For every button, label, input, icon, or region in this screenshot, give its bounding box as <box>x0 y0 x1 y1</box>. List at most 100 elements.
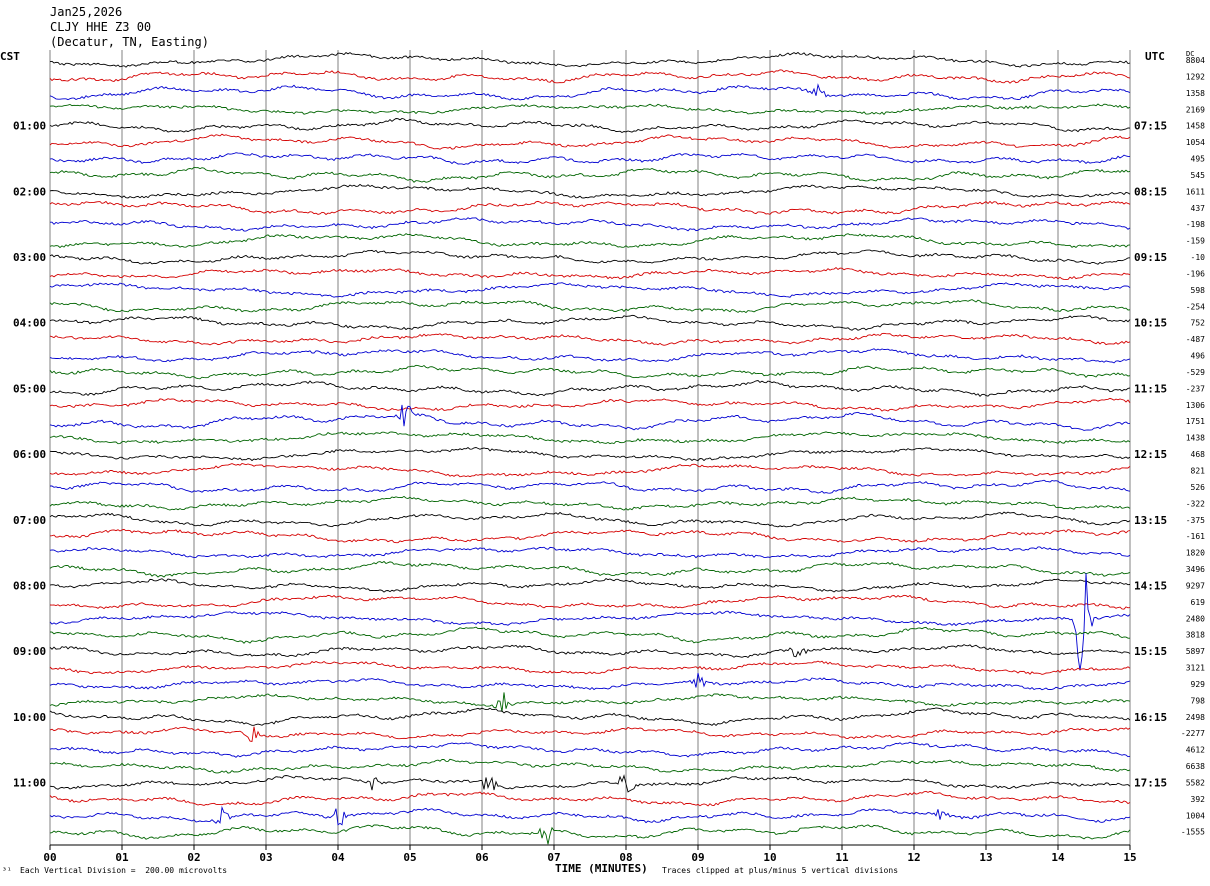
left-axis-title: CST <box>0 50 20 63</box>
seismic-traces <box>49 51 1131 845</box>
dc-offset-row-42: 4612 <box>1186 746 1205 755</box>
cst-label-04:00: 04:00 <box>13 317 46 330</box>
dc-offset-row-37: 3121 <box>1186 664 1205 673</box>
utc-label-17:15: 17:15 <box>1134 776 1167 789</box>
utc-label-08:15: 08:15 <box>1134 185 1167 198</box>
dc-offset-row-22: 1751 <box>1186 417 1205 426</box>
trace-row-11 <box>49 233 1131 249</box>
dc-offset-labels: 8804 1292 1358 2169 1458 1054 495 545 1611 437 -19… <box>1181 56 1205 837</box>
utc-label-13:15: 13:15 <box>1134 514 1167 527</box>
dc-offset-row-30: 1820 <box>1186 549 1205 558</box>
trace-row-17 <box>49 332 1131 346</box>
station-location: (Decatur, TN, Easting) <box>50 35 209 49</box>
x-tick-label-03: 03 <box>259 851 272 864</box>
dc-title: DC <box>1186 50 1195 58</box>
trace-row-21 <box>49 397 1131 412</box>
dc-offset-row-7: 545 <box>1191 171 1206 180</box>
trace-row-26 <box>50 479 1131 494</box>
trace-row-10 <box>50 217 1131 232</box>
x-tick-label-14: 14 <box>1051 851 1065 864</box>
dc-offset-row-2: 1358 <box>1186 89 1205 98</box>
trace-row-46 <box>49 805 1131 826</box>
dc-offset-row-43: 6638 <box>1186 762 1205 771</box>
dc-offset-row-27: -322 <box>1186 499 1205 508</box>
dc-offset-row-6: 495 <box>1191 155 1206 164</box>
dc-offset-row-44: 5582 <box>1186 778 1205 787</box>
x-tick-label-08: 08 <box>619 851 632 864</box>
cst-label-01:00: 01:00 <box>13 120 46 133</box>
utc-label-10:15: 10:15 <box>1134 317 1167 330</box>
trace-row-37 <box>49 660 1131 675</box>
dc-offset-row-46: 1004 <box>1186 811 1205 820</box>
dc-offset-row-16: 752 <box>1191 319 1206 328</box>
utc-label-16:15: 16:15 <box>1134 711 1167 724</box>
trace-row-47 <box>49 824 1131 845</box>
footer-marker: ³¹ <box>2 866 12 875</box>
dc-offset-row-28: -375 <box>1186 516 1205 525</box>
trace-row-45 <box>49 790 1131 807</box>
trace-row-35 <box>49 626 1130 644</box>
dc-offset-row-11: -159 <box>1186 237 1205 246</box>
dc-offset-row-20: -237 <box>1186 384 1205 393</box>
dc-offset-row-4: 1458 <box>1186 122 1205 131</box>
x-tick-label-05: 05 <box>403 851 416 864</box>
trace-row-29 <box>49 528 1131 544</box>
trace-row-2 <box>49 83 1131 101</box>
dc-offset-row-5: 1054 <box>1186 138 1205 147</box>
cst-label-09:00: 09:00 <box>13 645 46 658</box>
clip-note: Traces clipped at plus/minus 5 vertical … <box>662 866 899 875</box>
cst-label-05:00: 05:00 <box>13 382 46 395</box>
utc-label-12:15: 12:15 <box>1134 448 1167 461</box>
x-tick-label-02: 02 <box>187 851 200 864</box>
trace-row-20 <box>49 380 1131 397</box>
cst-label-10:00: 10:00 <box>13 711 46 724</box>
dc-offset-row-40: 2498 <box>1186 713 1205 722</box>
dc-offset-row-26: 526 <box>1191 483 1206 492</box>
trace-row-32 <box>49 578 1131 593</box>
x-tick-label-06: 06 <box>475 851 489 864</box>
trace-row-5 <box>49 133 1131 150</box>
trace-row-13 <box>49 267 1131 281</box>
dc-offset-row-21: 1306 <box>1186 401 1205 410</box>
dc-offset-row-0: 8804 <box>1186 56 1205 65</box>
trace-row-4 <box>49 118 1131 134</box>
dc-offset-row-32: 9297 <box>1186 581 1205 590</box>
trace-row-41 <box>49 726 1131 743</box>
dc-offset-row-23: 1438 <box>1186 434 1205 443</box>
utc-label-11:15: 11:15 <box>1134 382 1167 395</box>
trace-row-0 <box>49 51 1131 68</box>
trace-row-44 <box>49 774 1131 793</box>
trace-row-42 <box>49 741 1131 758</box>
dc-offset-row-29: -161 <box>1186 532 1205 541</box>
chart-date: Jan25,2026 <box>50 5 123 19</box>
trace-row-12 <box>49 249 1131 265</box>
trace-row-1 <box>49 69 1131 84</box>
dc-offset-row-25: 821 <box>1191 467 1206 476</box>
dc-offset-row-9: 437 <box>1191 204 1206 213</box>
cst-label-08:00: 08:00 <box>13 579 46 592</box>
trace-row-33 <box>49 594 1131 610</box>
trace-row-40 <box>49 707 1131 727</box>
cst-label-03:00: 03:00 <box>13 251 46 264</box>
trace-row-3 <box>49 103 1131 116</box>
utc-label-09:15: 09:15 <box>1134 251 1167 264</box>
trace-row-6 <box>49 152 1130 165</box>
dc-offset-row-10: -198 <box>1186 220 1205 229</box>
dc-offset-row-47: -1555 <box>1181 828 1205 837</box>
trace-row-36 <box>49 644 1131 658</box>
x-tick-label-07: 07 <box>547 851 560 864</box>
trace-row-24 <box>49 447 1131 462</box>
trace-row-9 <box>49 200 1131 216</box>
trace-row-28 <box>49 511 1131 528</box>
dc-offset-row-17: -487 <box>1186 335 1205 344</box>
x-tick-label-04: 04 <box>331 851 345 864</box>
station-code: CLJY HHE Z3 00 <box>50 20 152 34</box>
cst-label-11:00: 11:00 <box>13 776 46 789</box>
x-tick-label-13: 13 <box>979 851 992 864</box>
dc-offset-row-15: -254 <box>1186 302 1205 311</box>
utc-label-07:15: 07:15 <box>1134 120 1167 133</box>
scale-note: Each Vertical Division = 200.00 microvol… <box>20 866 228 875</box>
dc-offset-row-35: 3818 <box>1186 631 1205 640</box>
dc-offset-row-33: 619 <box>1191 598 1206 607</box>
